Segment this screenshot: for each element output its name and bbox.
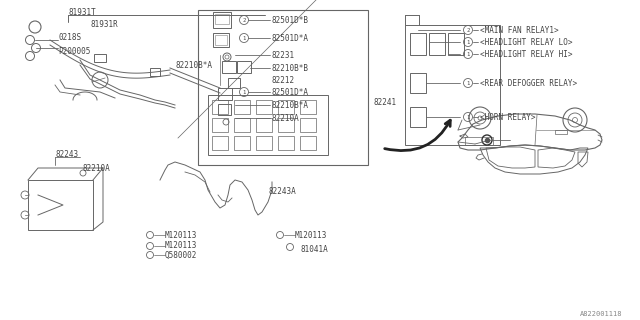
Text: 1: 1 <box>467 115 470 119</box>
Text: 82241: 82241 <box>373 98 396 107</box>
Bar <box>300 118 316 132</box>
Text: 81931R: 81931R <box>90 20 118 28</box>
Text: M120113: M120113 <box>295 230 328 239</box>
Bar <box>208 95 328 155</box>
Bar <box>300 100 316 114</box>
Bar <box>256 118 272 132</box>
Bar <box>237 61 251 73</box>
Bar <box>218 104 231 115</box>
Text: 2: 2 <box>243 18 246 22</box>
Text: 82210A: 82210A <box>271 114 299 123</box>
Bar <box>234 136 250 150</box>
Bar <box>198 10 368 165</box>
Bar <box>410 107 426 127</box>
Text: 2: 2 <box>467 28 470 33</box>
Bar <box>410 73 426 93</box>
Text: M120113: M120113 <box>165 242 197 251</box>
Text: P200005: P200005 <box>58 46 90 55</box>
Text: 0218S: 0218S <box>58 33 81 42</box>
Text: 1: 1 <box>467 39 470 44</box>
Bar <box>448 33 464 55</box>
Bar <box>222 61 236 73</box>
Text: 81041A: 81041A <box>300 245 328 254</box>
Bar <box>429 33 445 55</box>
Text: A822001118: A822001118 <box>580 311 623 317</box>
Bar <box>234 118 250 132</box>
Bar <box>28 180 93 230</box>
Bar <box>405 25 500 145</box>
Text: <REAR DEFOGGER RELAY>: <REAR DEFOGGER RELAY> <box>480 78 577 87</box>
Bar <box>555 130 567 134</box>
Bar <box>278 100 294 114</box>
Text: <MAIN FAN RELAY1>: <MAIN FAN RELAY1> <box>480 26 559 35</box>
Text: 82243: 82243 <box>55 149 78 158</box>
Text: 82231: 82231 <box>271 51 294 60</box>
Bar <box>410 33 426 55</box>
Text: 82210A: 82210A <box>82 164 109 172</box>
Bar <box>218 88 232 100</box>
Text: 1: 1 <box>467 52 470 57</box>
Bar <box>94 54 106 62</box>
Text: 1: 1 <box>243 36 246 41</box>
Bar <box>215 14 229 24</box>
Text: M120113: M120113 <box>165 230 197 239</box>
Text: 82210B*B: 82210B*B <box>271 63 308 73</box>
Bar <box>150 68 160 76</box>
Bar <box>215 35 227 45</box>
Text: 82212: 82212 <box>271 76 294 84</box>
Bar <box>228 78 240 88</box>
Text: 82501D*B: 82501D*B <box>271 15 308 25</box>
Bar <box>300 136 316 150</box>
Bar <box>212 136 228 150</box>
Text: 81931T: 81931T <box>68 7 96 17</box>
Text: 82210B*A: 82210B*A <box>175 60 212 69</box>
Bar <box>278 118 294 132</box>
Bar <box>278 136 294 150</box>
Bar <box>212 100 228 114</box>
Text: 1: 1 <box>467 81 470 85</box>
Text: <HEADLIGHT RELAY HI>: <HEADLIGHT RELAY HI> <box>480 50 573 59</box>
Text: 82243A: 82243A <box>268 188 296 196</box>
Bar <box>256 136 272 150</box>
Text: <HEADLIGHT RELAY LO>: <HEADLIGHT RELAY LO> <box>480 37 573 46</box>
Text: <HORN RELAY>: <HORN RELAY> <box>480 113 536 122</box>
Text: 82210B*A: 82210B*A <box>271 100 308 109</box>
Text: 82501D*A: 82501D*A <box>271 87 308 97</box>
Bar <box>212 118 228 132</box>
Bar <box>213 12 231 28</box>
Bar <box>256 100 272 114</box>
Bar <box>465 137 493 145</box>
Bar <box>213 33 229 47</box>
Text: Q580002: Q580002 <box>165 251 197 260</box>
Text: 82501D*A: 82501D*A <box>271 34 308 43</box>
Text: 1: 1 <box>243 90 246 94</box>
Bar <box>234 100 250 114</box>
